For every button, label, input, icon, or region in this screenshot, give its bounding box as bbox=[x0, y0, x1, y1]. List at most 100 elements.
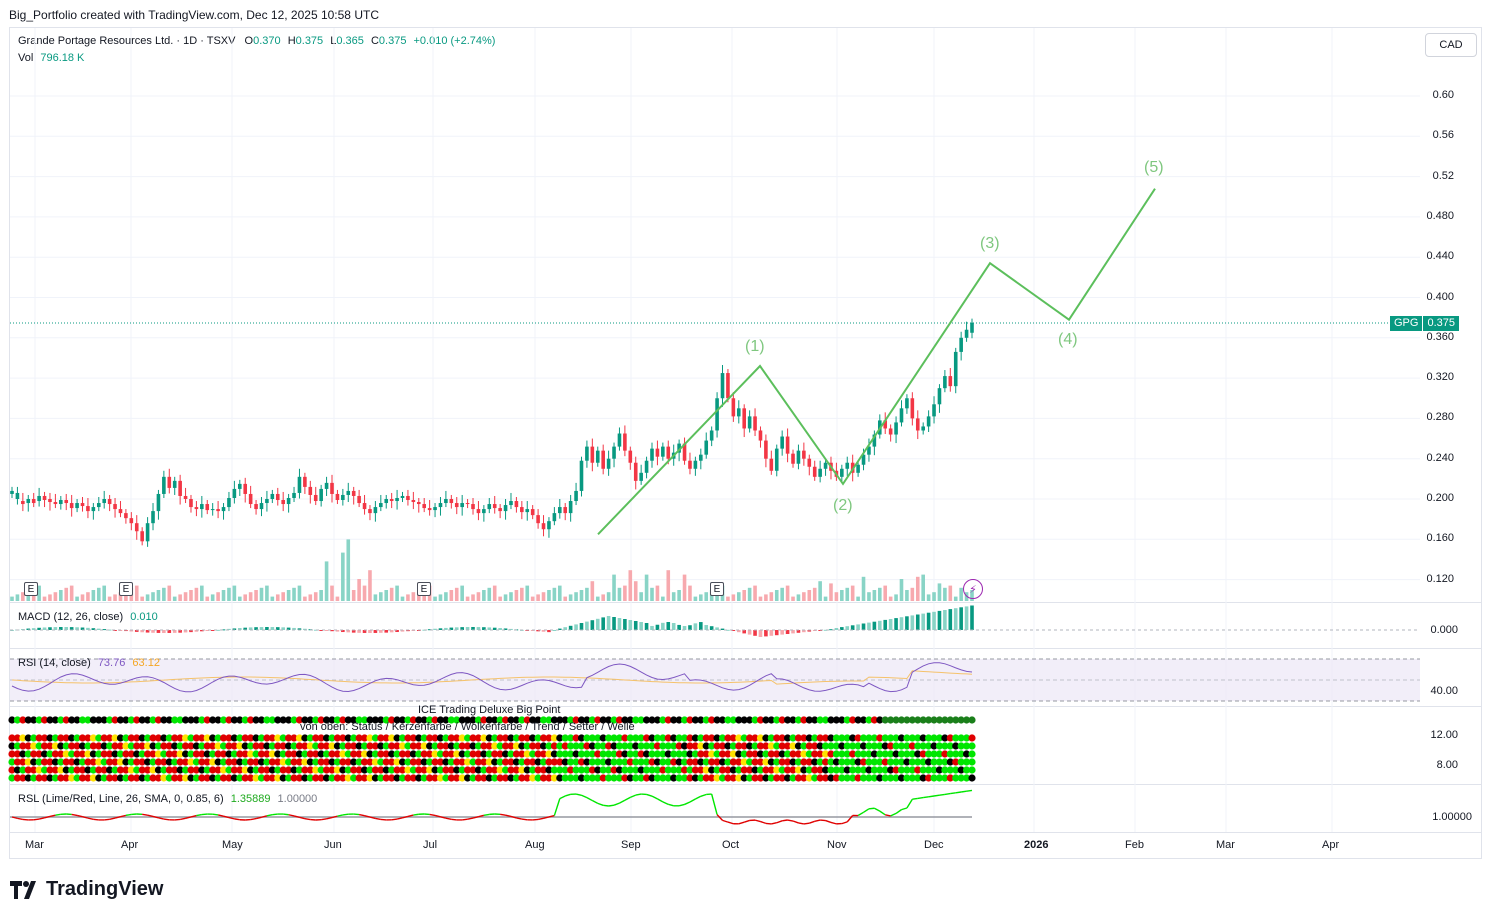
candle-body bbox=[42, 495, 47, 501]
ice-dot bbox=[257, 734, 266, 742]
macd-bar bbox=[351, 630, 356, 633]
macd-bar bbox=[270, 627, 275, 630]
earnings-badge[interactable]: E bbox=[417, 582, 431, 596]
ice-dot bbox=[740, 750, 748, 758]
candle-body bbox=[769, 458, 774, 471]
ice-dot bbox=[957, 774, 965, 782]
ice-dot bbox=[339, 766, 347, 774]
ice-dot bbox=[664, 734, 672, 742]
ice-dot bbox=[572, 716, 580, 724]
ice-dot bbox=[539, 774, 548, 782]
macd-bar bbox=[178, 630, 182, 633]
ice-dot bbox=[908, 734, 916, 742]
vol-value: 796.18 K bbox=[40, 52, 85, 64]
ice-dot bbox=[811, 758, 819, 766]
earnings-badge[interactable]: E bbox=[24, 582, 38, 596]
ice-dot bbox=[133, 716, 141, 724]
candle-body bbox=[802, 450, 806, 459]
volume-bar bbox=[606, 592, 611, 601]
ice-dot bbox=[697, 766, 705, 774]
earnings-badge[interactable]: E bbox=[119, 582, 133, 596]
ice-dot bbox=[95, 742, 103, 750]
ice-dot bbox=[827, 774, 835, 782]
ice-dot bbox=[73, 716, 81, 724]
ice-dot bbox=[225, 750, 233, 758]
ice-dot bbox=[962, 750, 971, 758]
ice-dot bbox=[800, 758, 808, 766]
macd-bar bbox=[335, 630, 340, 632]
ice-dot bbox=[463, 766, 472, 774]
ice-dot bbox=[756, 766, 765, 774]
ice-dot bbox=[176, 766, 184, 774]
ice-dot bbox=[561, 734, 569, 742]
ice-dot bbox=[870, 766, 878, 774]
candle-body bbox=[471, 504, 475, 510]
volume-bar bbox=[303, 596, 307, 601]
rsl-line-segment bbox=[22, 818, 29, 821]
volume-bar bbox=[75, 596, 79, 601]
macd-bar bbox=[31, 628, 36, 630]
candle-body bbox=[520, 507, 524, 513]
ice-dot bbox=[789, 766, 797, 774]
candle-body bbox=[178, 480, 182, 496]
ice-dot bbox=[480, 774, 488, 782]
ice-dot bbox=[366, 774, 374, 782]
ice-dot bbox=[507, 734, 515, 742]
ice-dot bbox=[930, 774, 938, 782]
ice-dot bbox=[257, 750, 266, 758]
rsl-line-segment bbox=[792, 820, 799, 824]
ice-dot bbox=[550, 734, 558, 742]
ice-dot bbox=[322, 766, 331, 774]
ice-dot bbox=[154, 750, 163, 758]
ice-dot bbox=[393, 758, 401, 766]
ice-dot bbox=[192, 774, 201, 782]
ice-dot bbox=[485, 742, 493, 750]
ice-dot bbox=[176, 758, 184, 766]
ice-dot bbox=[431, 734, 439, 742]
ice-dot bbox=[556, 774, 564, 782]
ice-dot bbox=[952, 716, 960, 724]
volume-bar bbox=[910, 587, 915, 601]
ice-dot bbox=[773, 734, 781, 742]
candle-body bbox=[151, 511, 155, 524]
ice-dot bbox=[968, 774, 976, 782]
ice-dot bbox=[198, 716, 206, 724]
currency-button[interactable]: CAD bbox=[1425, 33, 1477, 57]
ice-dot bbox=[111, 742, 119, 750]
rsl-line-segment bbox=[710, 793, 718, 815]
macd-bar bbox=[172, 630, 177, 633]
ice-dot bbox=[84, 758, 92, 766]
earnings-badge[interactable]: E bbox=[710, 582, 724, 596]
ice-dot bbox=[789, 742, 797, 750]
ice-dot bbox=[794, 716, 803, 724]
ice-dot bbox=[941, 758, 949, 766]
candle-body bbox=[644, 460, 649, 473]
ice-dot bbox=[46, 750, 54, 758]
ice-dot bbox=[426, 766, 434, 774]
ice-dot bbox=[106, 774, 114, 782]
ice-dot bbox=[930, 716, 938, 724]
candle-body bbox=[704, 440, 709, 455]
elliott-wave-line bbox=[597, 188, 1156, 535]
rsl-line-segment bbox=[87, 817, 94, 820]
candle-body bbox=[373, 507, 378, 514]
rsl-line-segment bbox=[895, 809, 902, 814]
ice-dot bbox=[843, 742, 851, 750]
ice-dot bbox=[746, 742, 754, 750]
lightning-icon[interactable]: ⚡ bbox=[963, 579, 983, 599]
ice-dot bbox=[57, 758, 65, 766]
macd-bar bbox=[319, 630, 323, 631]
ice-dot bbox=[360, 716, 369, 724]
candle-body bbox=[856, 464, 860, 473]
ice-dot bbox=[529, 716, 537, 724]
macd-bar bbox=[541, 630, 546, 632]
ice-dot bbox=[534, 758, 542, 766]
time-axis-label: Mar bbox=[1216, 839, 1235, 851]
ice-dot bbox=[735, 734, 743, 742]
ice-dot bbox=[116, 774, 125, 782]
ice-dot bbox=[653, 766, 662, 774]
candle-body bbox=[964, 329, 969, 338]
ice-dot bbox=[333, 766, 342, 774]
ice-dot bbox=[789, 716, 797, 724]
